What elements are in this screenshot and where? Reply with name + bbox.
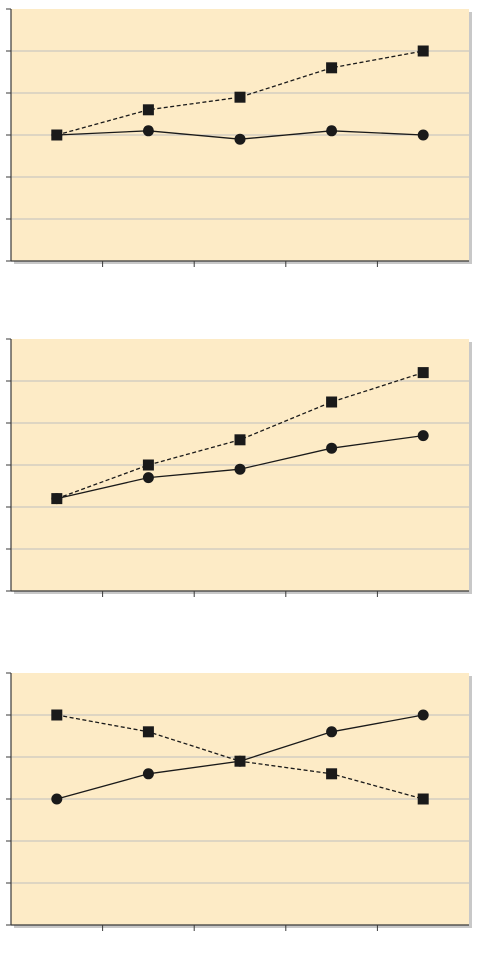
line-chart-3 — [6, 672, 472, 931]
series-2-point-2 — [142, 125, 154, 137]
series-1-point-2 — [142, 104, 154, 116]
line-chart-2 — [6, 338, 472, 597]
series-1-point-4 — [326, 396, 338, 408]
series-2-point-4 — [326, 125, 338, 137]
series-2-point-1 — [51, 793, 63, 805]
series-2-point-4 — [326, 726, 338, 738]
series-1-line — [56, 50, 424, 136]
series-1-line — [56, 371, 424, 500]
series-1-point-3 — [234, 434, 246, 446]
series-1-point-2 — [142, 726, 154, 738]
series-1-point-4 — [326, 62, 338, 74]
series-1-point-5 — [417, 367, 429, 379]
series-2-point-4 — [326, 442, 338, 454]
series-2-point-2 — [142, 768, 154, 780]
series-1-point-5 — [417, 45, 429, 57]
chart-panel-1 — [0, 0, 480, 280]
series-1-point-3 — [234, 91, 246, 103]
chart-panel-2 — [0, 330, 480, 610]
series-1-point-2 — [142, 459, 154, 471]
series-2-point-3 — [234, 133, 246, 145]
series-2-point-5 — [417, 430, 429, 442]
series-2-point-3 — [234, 755, 246, 767]
series-1-point-4 — [326, 768, 338, 780]
line-chart-1 — [6, 8, 472, 267]
chart-panel-3 — [0, 664, 480, 944]
series-2-point-5 — [417, 129, 429, 141]
series-2-point-5 — [417, 709, 429, 721]
series-1-point-1 — [51, 709, 63, 721]
series-2-point-1 — [51, 129, 63, 141]
series-2-point-1 — [51, 493, 63, 505]
series-1-point-5 — [417, 793, 429, 805]
series-2-point-3 — [234, 463, 246, 475]
series-2-point-2 — [142, 472, 154, 484]
